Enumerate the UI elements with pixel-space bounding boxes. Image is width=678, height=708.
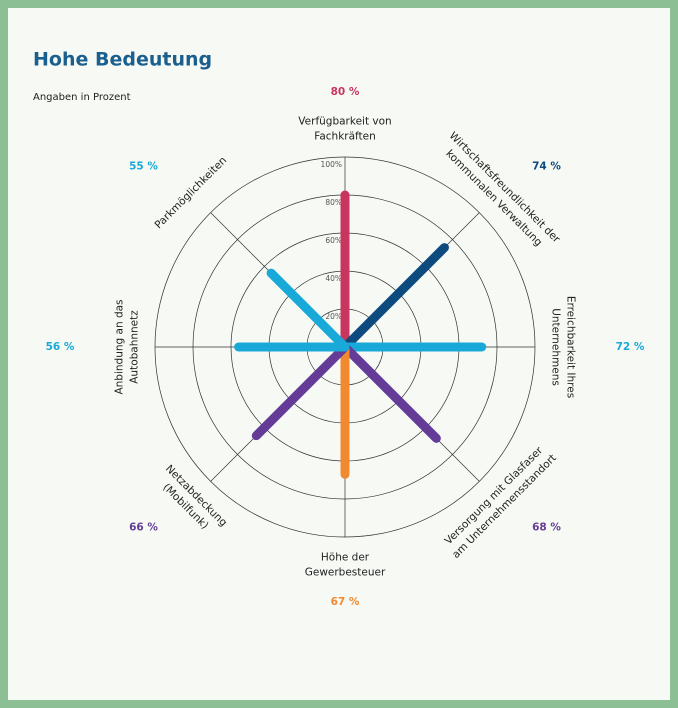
value-label: 80 % xyxy=(331,86,360,98)
category-label-line: Fachkräften xyxy=(314,131,376,143)
category-label-line: Erreichbarkeit Ihres xyxy=(565,296,577,398)
category-label-line: Verfügbarkeit von xyxy=(298,116,391,128)
category-label: Verfügbarkeit von Fachkräften xyxy=(298,116,391,143)
bar xyxy=(251,342,350,441)
value-label: 74 % xyxy=(532,161,561,173)
value-label: 68 % xyxy=(532,521,561,533)
category-label-line: Gewerbesteuer xyxy=(305,567,386,579)
r-tick-label: 80% xyxy=(325,198,342,207)
value-label: 72 % xyxy=(616,341,645,353)
category-label-line: Höhe der xyxy=(321,552,370,564)
value-label: 67 % xyxy=(331,596,360,608)
bar xyxy=(340,342,441,443)
r-tick-label: 60% xyxy=(325,236,342,245)
r-tick-label: 40% xyxy=(325,274,342,283)
category-label: Anbindung an das Autobahnnetz xyxy=(114,299,141,394)
category-label-line: Anbindung an das xyxy=(114,299,126,394)
chart-subtitle: Angaben in Prozent xyxy=(33,92,131,103)
category-label-line: Unternehmens xyxy=(550,308,562,386)
bar xyxy=(266,268,350,352)
r-tick-label: 100% xyxy=(321,160,342,169)
r-tick-label: 20% xyxy=(325,312,342,321)
category-label-line: Autobahnnetz xyxy=(129,310,141,384)
value-label: 66 % xyxy=(129,521,158,533)
category-label: Höhe der Gewerbesteuer xyxy=(305,552,386,579)
value-label: 55 % xyxy=(129,161,158,173)
value-label: 56 % xyxy=(46,341,75,353)
bar xyxy=(340,243,449,352)
chart-title: Hohe Bedeutung xyxy=(33,49,212,71)
